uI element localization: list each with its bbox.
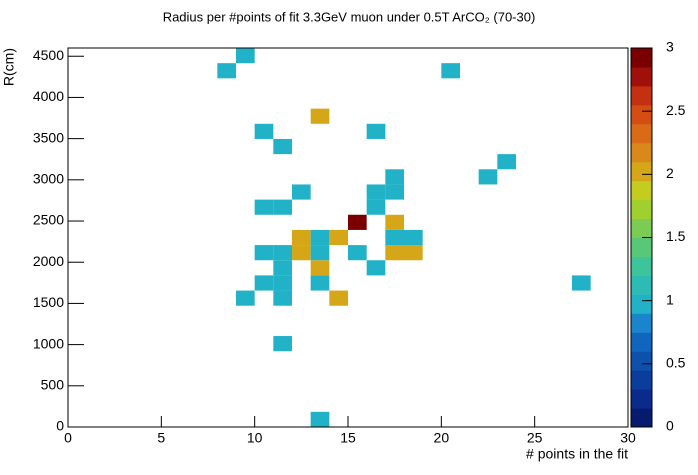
x-tick-label: 15 xyxy=(340,430,356,446)
z-tick-label: 1.5 xyxy=(666,228,686,244)
cell xyxy=(254,123,274,139)
y-tick-label: 4000 xyxy=(33,88,64,104)
z-tick-label: 1 xyxy=(666,291,674,307)
cell xyxy=(572,275,591,291)
palette-band xyxy=(631,332,652,352)
y-tick-label: 1500 xyxy=(33,294,64,310)
chart-title: Radius per #points of fit 3.3GeV muon un… xyxy=(163,9,536,24)
y-tick-label: 0 xyxy=(56,418,64,434)
cell xyxy=(310,229,330,246)
cell xyxy=(254,275,274,291)
cell xyxy=(329,290,348,306)
x-tick-label: 25 xyxy=(527,430,543,446)
cell xyxy=(292,245,311,261)
palette-band xyxy=(631,370,652,390)
cell xyxy=(478,169,498,185)
cell xyxy=(217,63,236,79)
cell xyxy=(273,336,292,352)
cell xyxy=(385,184,404,200)
cell xyxy=(273,245,292,261)
palette-band xyxy=(631,180,652,201)
z-tick-label: 0.5 xyxy=(666,355,686,371)
y-tick-label: 3000 xyxy=(33,171,64,187)
y-tick-label: 4500 xyxy=(33,47,64,63)
cell xyxy=(292,184,311,200)
cell xyxy=(254,199,274,215)
palette-band xyxy=(631,351,652,371)
palette-band xyxy=(631,199,652,220)
cell xyxy=(236,48,255,64)
y-tick-label: 2500 xyxy=(33,212,64,228)
cell xyxy=(273,290,292,306)
cell xyxy=(348,245,367,261)
palette-band xyxy=(631,218,652,238)
y-tick-label: 1000 xyxy=(33,335,64,351)
x-tick-label: 30 xyxy=(620,430,636,446)
x-tick-label: 5 xyxy=(157,430,165,446)
cell xyxy=(292,229,311,246)
cell xyxy=(310,411,330,427)
x-tick-label: 10 xyxy=(247,430,263,446)
y-tick-label: 3500 xyxy=(33,129,64,145)
cell xyxy=(348,214,367,230)
palette-band xyxy=(631,256,652,276)
z-tick-label: 2.5 xyxy=(666,102,686,118)
cell xyxy=(404,245,423,261)
x-axis-label: # points in the fit xyxy=(526,446,628,462)
y-tick-label: 500 xyxy=(41,377,65,393)
cell xyxy=(310,245,330,261)
z-tick-label: 3 xyxy=(666,39,674,55)
palette-band xyxy=(631,275,652,295)
z-tick-label: 0 xyxy=(666,418,674,434)
cell xyxy=(385,229,404,246)
cell xyxy=(385,245,404,261)
cell xyxy=(273,199,292,215)
z-tick-label: 2 xyxy=(666,165,674,181)
palette-band xyxy=(631,123,652,144)
cell xyxy=(404,229,423,246)
x-tick-label: 0 xyxy=(64,430,72,446)
palette-band xyxy=(631,313,652,333)
palette-band xyxy=(631,408,652,428)
y-axis-label: R(cm) xyxy=(1,48,17,86)
palette-band xyxy=(631,237,652,257)
cell xyxy=(254,245,274,261)
palette-band xyxy=(631,161,652,182)
palette-band xyxy=(631,104,652,125)
x-tick-label: 20 xyxy=(434,430,450,446)
cell xyxy=(273,260,292,276)
cell xyxy=(385,214,404,230)
palette-band xyxy=(631,66,652,87)
cell xyxy=(385,169,404,185)
cell xyxy=(366,184,386,200)
cell xyxy=(366,123,386,139)
cell xyxy=(366,260,386,276)
cell xyxy=(441,63,460,79)
cell xyxy=(310,275,330,291)
cell xyxy=(497,154,516,170)
palette-band xyxy=(631,389,652,409)
palette-band xyxy=(631,294,652,314)
cell xyxy=(310,108,330,124)
palette-band xyxy=(631,48,652,68)
cell xyxy=(273,275,292,291)
cell xyxy=(273,138,292,155)
y-tick-label: 2000 xyxy=(33,253,64,269)
cell xyxy=(236,290,255,306)
cell xyxy=(310,260,330,276)
cell xyxy=(366,199,386,215)
palette-band xyxy=(631,142,652,163)
palette-band xyxy=(631,85,652,106)
cell xyxy=(329,229,348,246)
